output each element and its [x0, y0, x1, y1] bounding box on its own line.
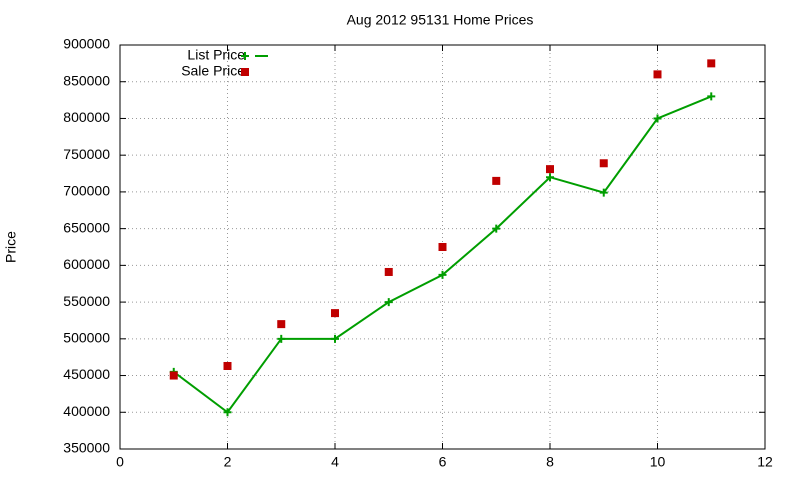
y-tick-label: 450000 [63, 366, 110, 382]
y-tick-label: 800000 [63, 109, 110, 125]
point [384, 267, 393, 276]
point [546, 173, 554, 182]
legend-label: List Price [187, 47, 245, 63]
x-tick-label: 4 [331, 454, 339, 470]
x-tick-label: 2 [224, 454, 232, 470]
x-tick-label: 12 [757, 454, 773, 470]
y-tick-label: 750000 [63, 146, 110, 162]
point [707, 92, 716, 101]
chart-title: Aug 2012 95131 Home Prices [347, 12, 534, 28]
y-tick-label: 400000 [63, 403, 110, 419]
y-tick-label: 650000 [63, 219, 110, 235]
point [653, 114, 662, 123]
point [169, 371, 178, 380]
point [492, 224, 501, 233]
x-tick-label: 0 [116, 454, 124, 470]
point [384, 298, 393, 307]
point [492, 176, 501, 185]
x-tick-label: 6 [439, 454, 447, 470]
point [223, 408, 232, 417]
point [546, 165, 554, 174]
y-axis-label: Price [3, 231, 19, 263]
y-tick-label: 850000 [63, 72, 110, 88]
y-tick-label: 600000 [63, 256, 110, 272]
y-tick-label: 700000 [63, 183, 110, 199]
point [599, 159, 608, 168]
point [331, 334, 339, 343]
point [438, 270, 447, 279]
y-tick-label: 550000 [63, 293, 110, 309]
x-tick-label: 8 [546, 454, 554, 470]
point [277, 334, 286, 343]
point [707, 59, 716, 68]
point [223, 361, 232, 370]
legend-label: Sale Price [181, 63, 245, 79]
y-tick-label: 500000 [63, 330, 110, 346]
legend-marker [241, 52, 249, 60]
plot-frame [119, 44, 766, 450]
y-tick-label: 900000 [63, 36, 110, 52]
point [438, 243, 447, 251]
legend-marker [241, 68, 249, 76]
series-line [173, 95, 712, 414]
point [331, 309, 339, 318]
point [653, 70, 662, 79]
point [599, 188, 608, 197]
y-tick-label: 350000 [63, 440, 110, 456]
x-tick-label: 10 [650, 454, 666, 470]
point [277, 320, 286, 329]
